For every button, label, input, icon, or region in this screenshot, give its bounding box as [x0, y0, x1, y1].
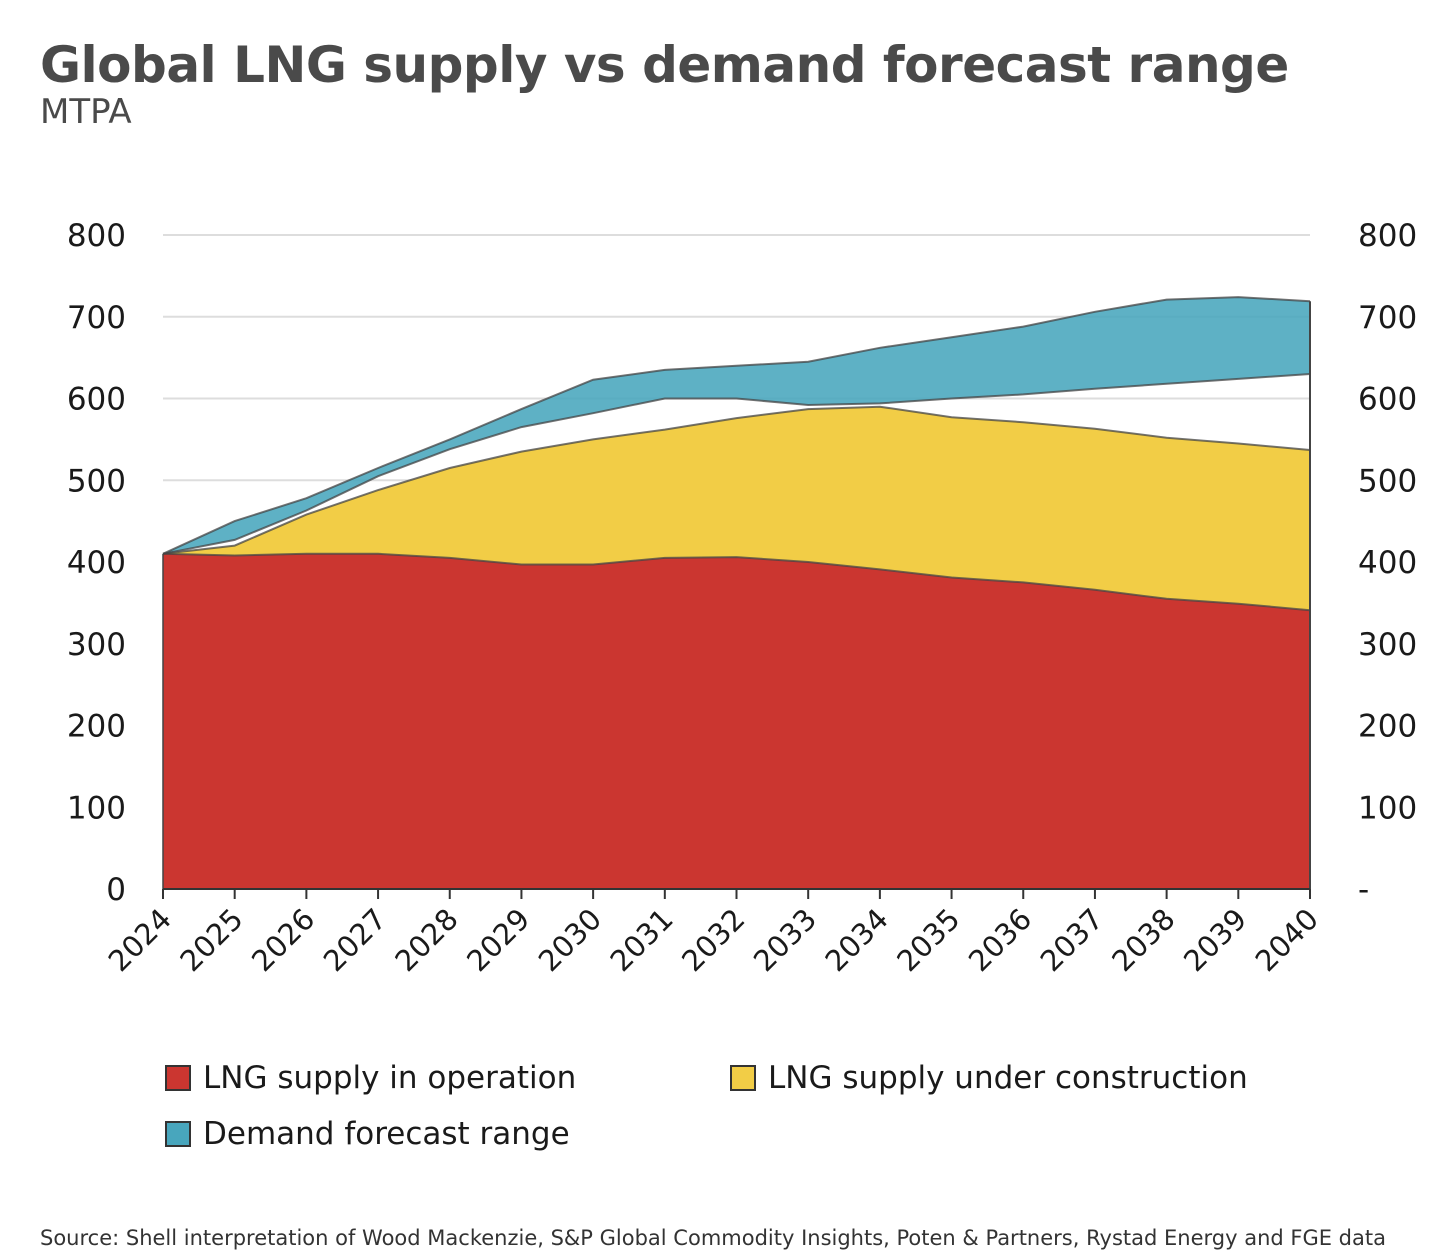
line-demand-low: [162, 373, 1311, 555]
source-note: Source: Shell interpretation of Wood Mac…: [40, 1226, 1386, 1250]
legend-label-demand: Demand forecast range: [203, 1116, 570, 1152]
x-tick-label-2034: 2034: [819, 902, 895, 978]
legend-swatch-construction: [730, 1065, 756, 1091]
y-tick-label-left-600: 600: [67, 382, 126, 418]
x-tick-label-2027: 2027: [317, 902, 393, 978]
y-tick-label-right-500: 500: [1358, 463, 1417, 499]
y-tick-label-left-200: 200: [67, 709, 126, 745]
y-tick-label-right-800: 800: [1358, 218, 1417, 254]
x-tick-label-2031: 2031: [604, 902, 680, 978]
area-operation: [163, 553, 1310, 889]
y-tick-label-right-400: 400: [1358, 545, 1417, 581]
x-tick-label-2024: 2024: [102, 902, 178, 978]
y-tick-label-left-700: 700: [67, 300, 126, 336]
y-tick-label-right--: -: [1358, 872, 1369, 908]
y-tick-label-right-200: 200: [1358, 709, 1417, 745]
legend-label-operation: LNG supply in operation: [203, 1060, 577, 1096]
y-tick-label-left-100: 100: [67, 790, 126, 826]
area-demand-range: [163, 297, 1310, 554]
y-tick-label-right-300: 300: [1358, 627, 1417, 663]
line-operation: [162, 552, 1311, 612]
legend-item-demand: Demand forecast range: [165, 1116, 570, 1152]
legend-item-operation: LNG supply in operation: [165, 1060, 576, 1096]
x-tick-label-2028: 2028: [388, 902, 464, 978]
y-tick-label-right-700: 700: [1358, 300, 1417, 336]
x-tick-label-2035: 2035: [890, 902, 966, 978]
y-tick-label-left-800: 800: [67, 218, 126, 254]
x-tick-label-2036: 2036: [962, 902, 1038, 978]
x-tick-label-2040: 2040: [1249, 902, 1325, 978]
x-tick-label-2029: 2029: [460, 902, 536, 978]
line-construction-total: [162, 405, 1311, 555]
y-tick-label-left-400: 400: [67, 545, 126, 581]
legend-swatch-operation: [165, 1065, 191, 1091]
x-tick-label-2033: 2033: [747, 902, 823, 978]
chart-title: Global LNG supply vs demand forecast ran…: [40, 36, 1289, 94]
x-tick-label-2037: 2037: [1034, 902, 1110, 978]
y-tick-label-right-100: 100: [1358, 790, 1417, 826]
y-tick-label-left-300: 300: [67, 627, 126, 663]
x-tick-label-2025: 2025: [173, 902, 249, 978]
x-tick-label-2030: 2030: [532, 902, 608, 978]
x-tick-label-2026: 2026: [245, 902, 321, 978]
y-tick-label-left-0: 0: [106, 872, 126, 908]
legend-swatch-demand: [165, 1121, 191, 1147]
y-tick-label-left-500: 500: [67, 463, 126, 499]
y-tick-label-right-600: 600: [1358, 382, 1417, 418]
line-demand-high: [162, 296, 1311, 555]
area-construction: [163, 406, 1310, 611]
x-tick-label-2039: 2039: [1177, 902, 1253, 978]
chart-subtitle: MTPA: [40, 92, 132, 132]
legend-item-construction: LNG supply under construction: [730, 1060, 1248, 1096]
x-tick-label-2032: 2032: [675, 902, 751, 978]
legend-label-construction: LNG supply under construction: [768, 1060, 1248, 1096]
x-tick-label-2038: 2038: [1105, 902, 1181, 978]
